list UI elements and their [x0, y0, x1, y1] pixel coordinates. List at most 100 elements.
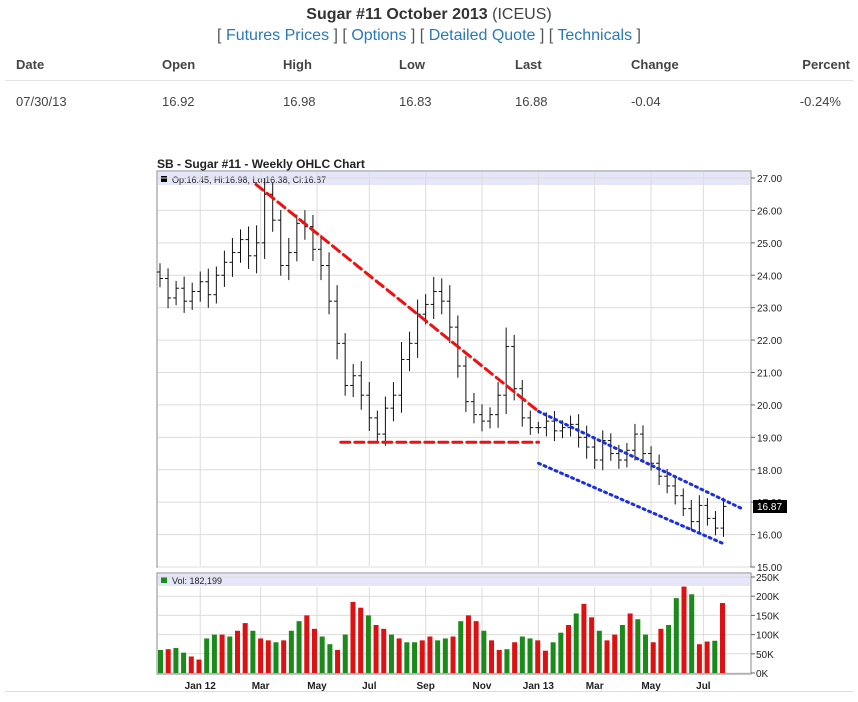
page-title: Sugar #11 October 2013 (ICEUS): [0, 6, 858, 24]
price-legend-square: [161, 176, 167, 182]
volume-bar: [519, 636, 525, 673]
volume-bars: [158, 586, 725, 673]
detailed-quote-link[interactable]: Detailed Quote: [428, 27, 536, 44]
quote-row: 07/30/13 16.92 16.98 16.83 16.88 -0.04 -…: [5, 81, 853, 122]
last-price-marker: [753, 500, 787, 513]
price-tick-label: 19.00: [757, 433, 782, 444]
volume-bar: [311, 628, 317, 673]
volume-bar: [288, 630, 294, 673]
volume-bar: [258, 638, 264, 673]
volume-bar: [596, 630, 602, 673]
x-axis: Jan 12 Mar May Jul Sep Nov Jan 13 Mar May Jul: [185, 681, 711, 692]
volume-bar: [396, 638, 402, 673]
x-tick-label: Jan 13: [523, 681, 555, 692]
volume-bar: [581, 603, 587, 673]
volume-bar: [227, 636, 233, 673]
col-open: Open: [162, 48, 283, 81]
nav-links: [ Futures Prices ] [ Options ] [ Detaile…: [217, 27, 641, 44]
x-tick-label: Sep: [416, 681, 434, 692]
price-tick-label: 18.00: [757, 466, 782, 477]
volume-bar: [504, 649, 510, 673]
volume-bar: [327, 644, 333, 673]
x-tick-label: Mar: [586, 681, 604, 692]
col-last: Last: [515, 48, 631, 81]
price-tick-label: 23.00: [757, 304, 782, 315]
volume-bar: [427, 636, 433, 673]
volume-bar: [465, 615, 471, 673]
volume-bar: [373, 625, 379, 673]
price-tick-label: 27.00: [757, 174, 782, 185]
volume-bar: [527, 638, 533, 673]
volume-tick-label: 150K: [756, 611, 780, 622]
price-axis: 15.0016.0017.0018.0019.0020.0021.0022.00…: [751, 174, 782, 574]
col-percent: Percent: [771, 48, 853, 81]
options-link[interactable]: Options: [351, 27, 407, 44]
volume-bar: [496, 649, 502, 673]
volume-bar: [666, 625, 672, 673]
volume-bar: [350, 601, 356, 673]
quote-table: Date Open High Low Last Change Percent 0…: [5, 48, 853, 121]
x-tick-label: May: [307, 681, 327, 692]
volume-bar: [419, 640, 425, 673]
col-low: Low: [399, 48, 515, 81]
volume-bar: [335, 649, 341, 673]
volume-bar: [673, 598, 679, 673]
col-change: Change: [631, 48, 771, 81]
volume-bar: [489, 640, 495, 673]
volume-bar: [481, 630, 487, 673]
volume-bar: [381, 628, 387, 673]
volume-bar: [643, 634, 649, 673]
volume-bar: [173, 648, 179, 673]
volume-bar: [342, 634, 348, 673]
volume-bar: [211, 634, 217, 673]
volume-bar: [573, 613, 579, 673]
volume-bar: [165, 649, 171, 673]
quote-header-row: Date Open High Low Last Change Percent: [5, 48, 853, 81]
cell-high: 16.98: [283, 93, 316, 109]
volume-bar: [473, 621, 479, 673]
volume-bar: [619, 625, 625, 673]
volume-bar: [512, 642, 518, 673]
volume-legend: Vol: 182,199: [172, 576, 222, 586]
volume-bar: [542, 650, 548, 673]
cell-percent: -0.24%: [799, 93, 841, 109]
contract-title: Sugar #11 October 2013: [306, 6, 488, 23]
volume-bar: [181, 652, 187, 673]
volume-bar: [204, 638, 210, 673]
volume-bar: [650, 642, 656, 673]
volume-bar: [696, 644, 702, 673]
technicals-link[interactable]: Technicals: [557, 27, 633, 44]
resistance-trendline: [254, 182, 541, 413]
volume-tick-label: 0K: [756, 669, 769, 680]
col-date: Date: [5, 48, 162, 81]
volume-bar: [604, 640, 610, 673]
volume-bar: [712, 640, 718, 673]
bottom-divider: [5, 691, 853, 692]
price-tick-label: 16.00: [757, 531, 782, 542]
volume-bar: [196, 659, 202, 673]
cell-open: 16.92: [162, 93, 195, 109]
volume-bar: [612, 634, 618, 673]
volume-bar: [242, 623, 248, 673]
volume-bar: [188, 656, 194, 673]
x-tick-label: Jan 12: [185, 681, 217, 692]
price-tick-label: 25.00: [757, 239, 782, 250]
x-tick-label: Mar: [252, 681, 270, 692]
volume-bar: [658, 628, 664, 673]
x-tick-label: Jul: [362, 681, 377, 692]
volume-tick-label: 100K: [756, 631, 780, 642]
futures-prices-link[interactable]: Futures Prices: [225, 27, 330, 44]
volume-bar: [234, 630, 240, 673]
cell-date: 07/30/13: [16, 93, 67, 109]
volume-bar: [296, 621, 302, 673]
volume-bar: [458, 621, 464, 673]
price-tick-label: 20.00: [757, 401, 782, 412]
last-price-label: 16.87: [757, 502, 782, 513]
volume-bar: [627, 613, 633, 673]
cell-change: -0.04: [631, 93, 661, 109]
cell-last: 16.88: [515, 93, 548, 109]
volume-bar: [435, 640, 441, 673]
channel-top-line: [537, 409, 744, 511]
volume-bar: [365, 615, 371, 673]
